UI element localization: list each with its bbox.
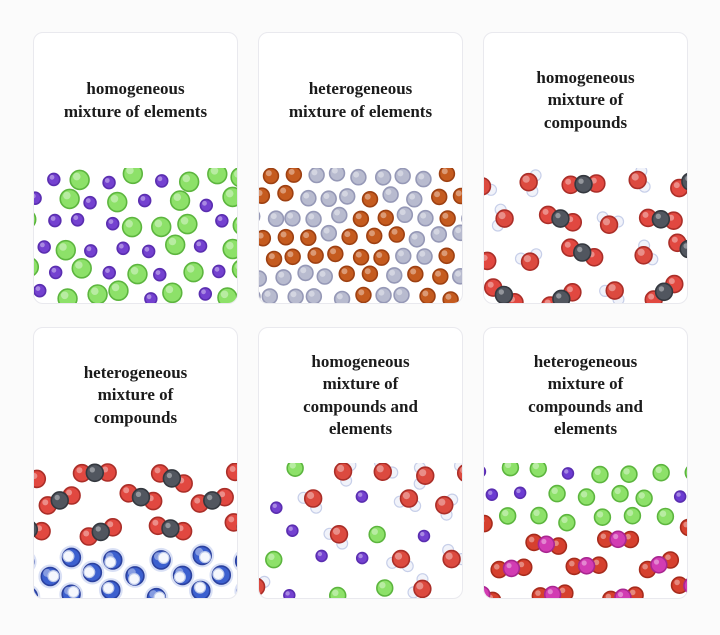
card-heterogeneous-elements[interactable]: heterogeneous mixture of elements: [258, 32, 463, 304]
card-title: heterogeneous mixture of compounds: [83, 362, 188, 427]
particle-diagram: [259, 463, 462, 598]
particle-diagram: [34, 168, 237, 303]
card-heterogeneous-compounds-elements[interactable]: heterogeneous mixture of compounds and e…: [483, 327, 688, 599]
card-title: homogeneous mixture of compounds: [536, 67, 635, 132]
card-title-wrap: heterogeneous mixture of compounds and e…: [484, 328, 687, 463]
card-title-wrap: homogeneous mixture of elements: [34, 33, 237, 168]
card-homogeneous-elements[interactable]: homogeneous mixture of elements: [33, 32, 238, 304]
particle-diagram: [484, 463, 687, 598]
particle-diagram: [484, 168, 687, 303]
card-title-wrap: heterogeneous mixture of elements: [259, 33, 462, 168]
card-title: homogeneous mixture of compounds and ele…: [303, 351, 418, 438]
mixtures-grid: homogeneous mixture of elements heteroge…: [33, 32, 688, 599]
particle-diagram: [34, 463, 237, 598]
card-title-wrap: homogeneous mixture of compounds and ele…: [259, 328, 462, 463]
card-title: heterogeneous mixture of compounds and e…: [528, 351, 643, 438]
card-title-wrap: heterogeneous mixture of compounds: [34, 328, 237, 463]
card-heterogeneous-compounds[interactable]: heterogeneous mixture of compounds: [33, 327, 238, 599]
card-title: homogeneous mixture of elements: [63, 79, 208, 121]
particle-diagram: [259, 168, 462, 303]
card-title-wrap: homogeneous mixture of compounds: [484, 33, 687, 168]
card-homogeneous-compounds[interactable]: homogeneous mixture of compounds: [483, 32, 688, 304]
card-homogeneous-compounds-elements[interactable]: homogeneous mixture of compounds and ele…: [258, 327, 463, 599]
card-title: heterogeneous mixture of elements: [288, 79, 433, 121]
